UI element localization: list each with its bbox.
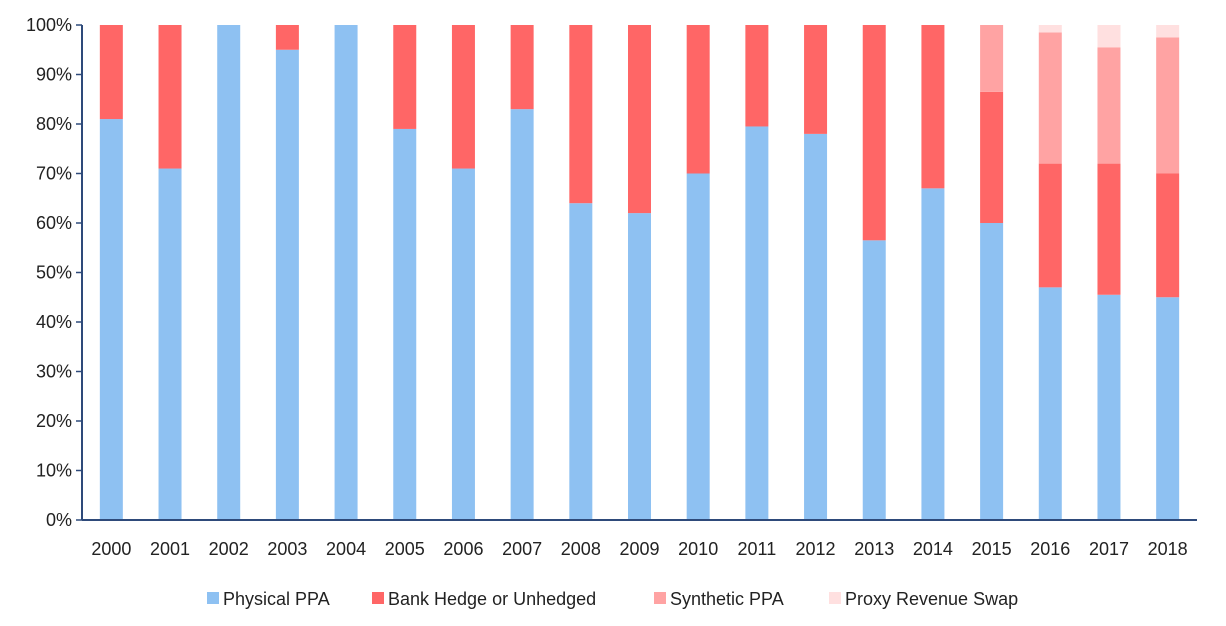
x-tick-label: 2012 — [796, 539, 836, 559]
bar-2014-series-0 — [921, 188, 945, 520]
bar-2007-series-1 — [510, 25, 534, 110]
bar-2010-series-0 — [686, 173, 710, 520]
bar-2006-series-1 — [451, 25, 475, 169]
bar-2007-series-0 — [510, 109, 534, 521]
x-tick-label: 2002 — [209, 539, 249, 559]
bar-2012-series-0 — [804, 133, 828, 520]
x-tick-label: 2000 — [91, 539, 131, 559]
bar-2011-series-1 — [745, 25, 769, 127]
bar-2016-series-1 — [1038, 163, 1062, 288]
x-tick-label: 2006 — [443, 539, 483, 559]
x-tick-label: 2016 — [1030, 539, 1070, 559]
bar-2005-series-1 — [393, 25, 417, 129]
bar-2009-series-0 — [628, 213, 651, 520]
bar-2009-series-1 — [628, 25, 651, 214]
bar-2017-series-0 — [1097, 294, 1121, 520]
x-tick-label: 2004 — [326, 539, 366, 559]
bar-2017-series-1 — [1097, 163, 1121, 295]
y-tick-label: 80% — [36, 114, 72, 134]
bar-2003-series-1 — [275, 25, 299, 50]
y-tick-label: 100% — [26, 15, 72, 35]
bar-2016-series-0 — [1038, 287, 1062, 520]
bar-2018-series-0 — [1156, 297, 1180, 520]
x-tick-label: 2007 — [502, 539, 542, 559]
bar-2017-series-3 — [1097, 25, 1121, 48]
legend: Physical PPA Bank Hedge or Unhedged Synthe… — [207, 589, 1018, 609]
x-tick-label: 2001 — [150, 539, 190, 559]
y-tick-label: 30% — [36, 362, 72, 382]
legend-label: Physical PPA — [223, 589, 330, 609]
bar-2013-series-0 — [862, 240, 886, 520]
legend-swatch — [207, 592, 219, 604]
bar-2006-series-0 — [451, 168, 475, 521]
bar-2016-series-3 — [1038, 25, 1062, 33]
bar-2001-series-1 — [158, 25, 182, 169]
y-tick-label: 0% — [46, 510, 72, 530]
bar-2014-series-1 — [921, 25, 945, 189]
bar-2008-series-0 — [569, 203, 593, 520]
y-tick-label: 90% — [36, 65, 72, 85]
legend-label: Proxy Revenue Swap — [845, 589, 1018, 609]
bar-2000-series-1 — [99, 25, 123, 120]
bar-2001-series-0 — [158, 168, 182, 521]
x-tick-label: 2009 — [619, 539, 659, 559]
y-tick-label: 60% — [36, 213, 72, 233]
legend-swatch — [372, 592, 384, 604]
x-tick-label: 2011 — [738, 539, 777, 559]
y-tick-label: 70% — [36, 164, 72, 184]
x-tick-label: 2017 — [1089, 539, 1129, 559]
x-axis-ticks: 2000 2001 2002 2003 2004 2005 2006 2007 2008 2009… — [91, 539, 1187, 559]
y-tick-label: 50% — [36, 263, 72, 283]
bar-2018-series-3 — [1156, 25, 1180, 38]
y-tick-label: 20% — [36, 411, 72, 431]
x-tick-label: 2014 — [913, 539, 953, 559]
bar-2017-series-2 — [1097, 47, 1121, 164]
x-tick-label: 2010 — [678, 539, 718, 559]
bar-2018-series-2 — [1156, 37, 1180, 174]
legend-label: Bank Hedge or Unhedged — [388, 589, 596, 609]
x-tick-label: 2013 — [854, 539, 894, 559]
y-tick-label: 40% — [36, 312, 72, 332]
y-tick-label: 10% — [36, 461, 72, 481]
legend-swatch — [654, 592, 666, 604]
x-tick-label: 2005 — [385, 539, 425, 559]
bar-2015-series-0 — [980, 223, 1004, 520]
x-tick-label: 2015 — [972, 539, 1012, 559]
bar-2012-series-1 — [804, 25, 828, 134]
x-tick-label: 2018 — [1148, 539, 1188, 559]
bar-2004-series-0 — [334, 25, 358, 520]
bar-2013-series-1 — [862, 25, 886, 241]
bar-2008-series-1 — [569, 25, 593, 204]
y-axis-ticks: 0% 10% 20% 30% 40% 50% 60% 70% 80% 90% 100% — [26, 15, 82, 530]
legend-swatch — [829, 592, 841, 604]
bar-2000-series-0 — [99, 119, 123, 521]
bar-2005-series-0 — [393, 128, 417, 520]
bar-2003-series-0 — [275, 49, 299, 520]
legend-label: Synthetic PPA — [670, 589, 784, 609]
x-tick-label: 2008 — [561, 539, 601, 559]
bar-2015-series-2 — [980, 25, 1004, 92]
bar-2016-series-2 — [1038, 32, 1062, 164]
bar-2010-series-1 — [686, 25, 710, 174]
x-tick-label: 2003 — [267, 539, 307, 559]
bar-2018-series-1 — [1156, 173, 1180, 298]
bars-layer — [99, 25, 1180, 521]
bar-2011-series-0 — [745, 126, 769, 520]
bar-2002-series-0 — [217, 25, 241, 520]
bar-2015-series-1 — [980, 91, 1004, 223]
